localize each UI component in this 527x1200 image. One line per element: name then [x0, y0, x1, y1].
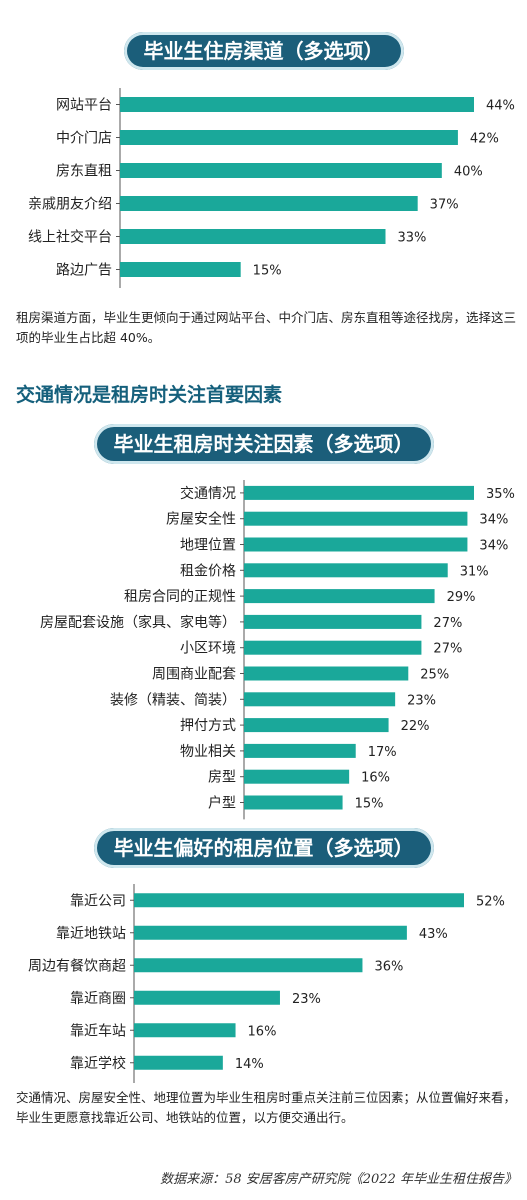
value-label: 34%: [479, 513, 508, 528]
value-label: 15%: [355, 797, 384, 812]
category-label: 房屋配套设施（家具、家电等）: [40, 614, 236, 631]
bar: [244, 640, 422, 655]
category-label: 押付方式: [180, 718, 236, 734]
bar: [244, 614, 422, 629]
category-label: 路边广告: [56, 263, 112, 279]
category-label: 交通情况: [180, 485, 236, 502]
value-label: 16%: [248, 1024, 277, 1039]
bar: [244, 537, 468, 552]
value-label: 33%: [398, 231, 427, 246]
category-label: 周边有餐饮商超: [28, 958, 126, 974]
value-label: 35%: [486, 487, 515, 502]
value-label: 36%: [374, 959, 403, 974]
category-label: 网站平台: [56, 98, 112, 114]
value-label: 23%: [292, 992, 321, 1007]
chart1-title: 毕业生住房渠道（多选项）: [123, 32, 404, 70]
bar: [134, 990, 280, 1005]
bar: [244, 718, 389, 733]
bar: [244, 511, 468, 526]
category-label: 房屋安全性: [166, 511, 236, 528]
category-label: 房东直租: [56, 163, 112, 180]
value-label: 23%: [407, 693, 436, 708]
bar: [134, 925, 407, 940]
summary-note-1: 租房渠道方面，毕业生更倾向于通过网站平台、中介门店、房东直租等途径找房，选择这三…: [16, 310, 517, 345]
bar: [244, 795, 343, 810]
bar: [120, 229, 386, 244]
value-label: 25%: [420, 668, 449, 683]
category-label: 线上社交平台: [28, 229, 112, 246]
bar: [120, 97, 474, 112]
value-label: 34%: [479, 539, 508, 554]
category-label: 靠近商圈: [70, 991, 126, 1007]
bar: [134, 1055, 223, 1070]
value-label: 14%: [235, 1057, 264, 1072]
bar: [244, 743, 356, 758]
category-label: 亲戚朋友介绍: [28, 197, 112, 213]
chart2-title: 毕业生租房时关注因素（多选项）: [93, 424, 434, 464]
category-label: 小区环境: [180, 641, 236, 657]
value-label: 17%: [368, 745, 397, 760]
category-label: 地理位置: [180, 538, 236, 554]
value-label: 42%: [470, 132, 499, 147]
value-label: 37%: [430, 198, 459, 213]
bar: [244, 692, 396, 707]
value-label: 29%: [447, 590, 476, 605]
category-label: 物业相关: [180, 744, 236, 760]
chart2-factors: 交通情况 35% 房屋安全性 34% 地理位置 34% 租金价格 31% 租房合同的正规性 29%…: [40, 480, 515, 820]
bar: [134, 958, 363, 973]
value-label: 16%: [361, 771, 390, 786]
category-label: 周围商业配套: [152, 667, 236, 683]
bar: [134, 893, 464, 908]
bar: [244, 769, 350, 784]
bar: [134, 1023, 236, 1038]
category-label: 房型: [208, 770, 236, 786]
category-label: 户型: [208, 795, 236, 812]
category-label: 租金价格: [180, 563, 236, 579]
category-label: 靠近学校: [70, 1055, 126, 1072]
bar: [120, 163, 442, 178]
bar: [244, 589, 435, 604]
category-label: 靠近公司: [70, 893, 126, 909]
value-label: 44%: [486, 99, 515, 114]
section-heading: 交通情况是租房时关注首要因素: [16, 384, 283, 406]
bar: [244, 666, 409, 681]
value-label: 27%: [433, 616, 462, 631]
bar: [120, 130, 458, 145]
category-label: 中介门店: [56, 131, 112, 147]
bar: [120, 196, 418, 211]
bar: [244, 563, 448, 578]
value-label: 43%: [419, 927, 448, 942]
value-label: 27%: [433, 642, 462, 657]
data-source: 数据来源：58 安居客房产研究院《2022 年毕业生租住报告》: [160, 1172, 517, 1187]
chart3-locations: 靠近公司 52% 靠近地铁站 43% 周边有餐饮商超 36% 靠近商圈 23% 靠近车站 16% 靠…: [28, 884, 505, 1083]
bar: [244, 485, 474, 500]
chart3-title: 毕业生偏好的租房位置（多选项）: [93, 828, 434, 868]
category-label: 装修（精装、简装）: [110, 691, 236, 708]
category-label: 靠近地铁站: [56, 926, 126, 942]
value-label: 31%: [460, 564, 489, 579]
chart1-channels: 网站平台 44% 中介门店 42% 房东直租 40% 亲戚朋友介绍 37% 线上社交平台 33% 路…: [28, 88, 515, 288]
value-label: 22%: [401, 719, 430, 734]
category-label: 租房合同的正规性: [124, 589, 236, 605]
value-label: 15%: [253, 264, 282, 279]
value-label: 40%: [454, 165, 483, 180]
category-label: 靠近车站: [70, 1022, 126, 1039]
bar: [120, 262, 241, 277]
summary-note-2: 交通情况、房屋安全性、地理位置为毕业生租房时重点关注前三位因素；从位置偏好来看，…: [16, 1090, 517, 1125]
value-label: 52%: [476, 894, 505, 909]
